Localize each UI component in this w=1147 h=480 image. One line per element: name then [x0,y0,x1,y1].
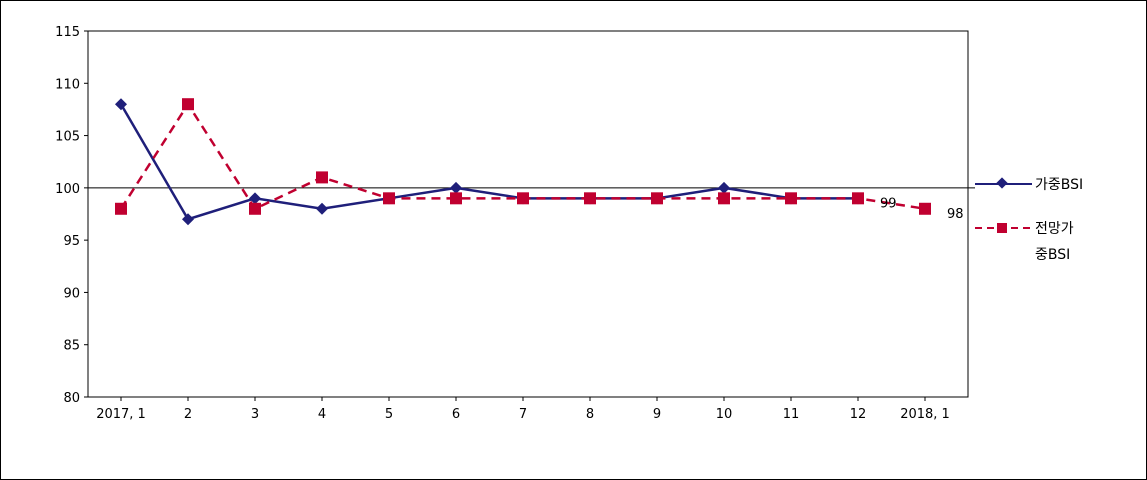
x-tick-label: 3 [251,407,259,422]
legend-item-series-1: 가중BSI [975,177,1083,193]
series-1-point [718,181,730,194]
series-1-point [316,202,328,215]
series-2-point [718,192,730,205]
series-2-point [584,192,596,205]
y-tick-label: 110 [55,77,80,92]
y-tick-label: 100 [55,182,80,197]
x-tick-label: 4 [318,407,326,422]
series-1-point [115,98,127,111]
legend-marker-series-2 [997,223,1007,233]
series-1-point [182,213,194,226]
data-label: 98 [947,207,964,222]
y-tick-label: 115 [55,25,80,40]
x-tick-label: 7 [519,407,527,422]
x-tick-label: 5 [385,407,393,422]
series-2-point [517,192,529,205]
x-tick-label: 6 [452,407,460,422]
series-1-point [450,181,462,194]
series-2-point [450,192,462,205]
y-tick-label: 85 [63,339,80,354]
legend-label-series-1: 가중BSI [1035,177,1083,193]
series-2-point [115,202,127,215]
y-axis: 80 85 90 95 100 105 110 115 [55,25,88,406]
series-2-point [785,192,797,205]
series-2-point [651,192,663,205]
plot-area [87,30,969,398]
x-tick-label: 12 [850,407,867,422]
x-tick-label: 2017, 1 [96,407,146,422]
x-tick-label: 9 [653,407,661,422]
y-tick-label: 95 [63,234,80,249]
legend-marker-series-1 [996,177,1008,189]
series-2-point [852,192,864,205]
x-tick-label: 10 [716,407,733,422]
x-tick-label: 8 [586,407,594,422]
legend: 가중BSI 전망가 중BSI [975,177,1083,263]
x-tick-label: 2018, 1 [900,407,950,422]
y-tick-label: 90 [63,286,80,301]
y-tick-label: 105 [55,130,80,145]
y-tick-label: 80 [63,391,80,406]
data-labels: 99 98 [880,196,964,221]
legend-label-series-2-line-1: 전망가 [1035,221,1074,237]
series-2-point [383,192,395,205]
data-label: 99 [880,196,897,211]
series-2-point [182,98,194,111]
series-1-point [249,192,261,205]
series-line-1 [119,103,858,221]
legend-label-series-2-line-2: 중BSI [1035,247,1070,263]
legend-item-series-2: 전망가 중BSI [975,221,1074,263]
series-2-point [316,171,328,184]
x-tick-label: 11 [783,407,800,422]
series-2-point [249,202,261,215]
x-tick-label: 2 [184,407,192,422]
x-axis: 2017, 1 2 3 4 5 6 7 8 9 10 11 12 2018, 1 [96,397,950,422]
series-2-point [919,202,931,215]
series-layer [115,98,931,226]
